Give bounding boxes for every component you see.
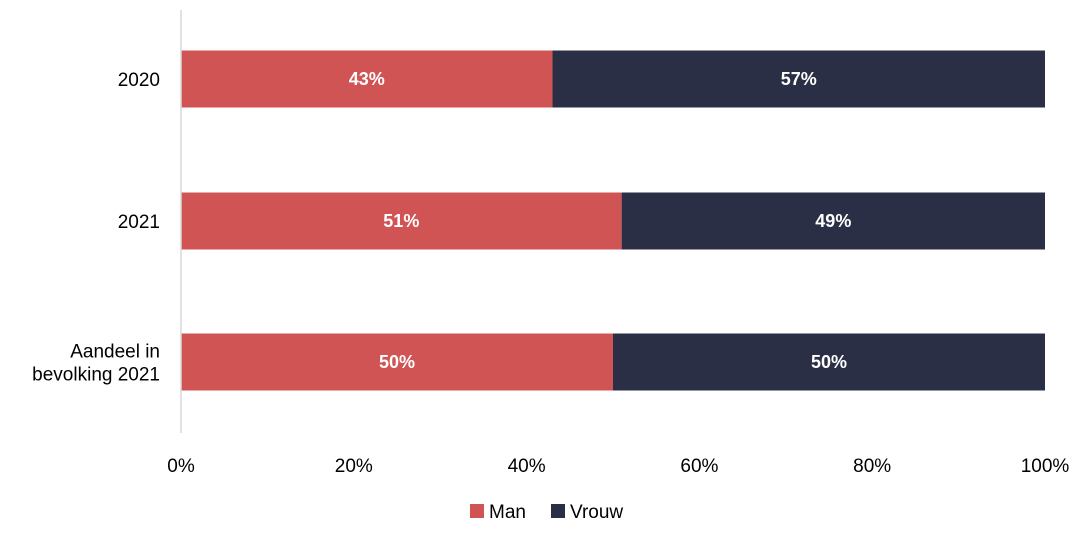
x-tick-label-4: 80% — [853, 456, 891, 477]
bar-vrouw-2 — [613, 333, 1045, 391]
category-label-2-line-0: Aandeel in — [70, 342, 160, 363]
x-tick-label-5: 100% — [1021, 456, 1070, 477]
data-label-vrouw-1: 49% — [815, 211, 851, 231]
data-label-vrouw-2: 50% — [811, 352, 847, 372]
x-tick-label-0: 0% — [167, 456, 195, 477]
data-label-man-0: 43% — [349, 69, 385, 89]
data-label-man-2: 50% — [379, 352, 415, 372]
category-label-2-line-1: bevolking 2021 — [32, 365, 160, 386]
x-tick-label-3: 60% — [680, 456, 718, 477]
x-tick-label-2: 40% — [508, 456, 546, 477]
bar-vrouw-0 — [552, 50, 1045, 108]
legend-swatch-man — [470, 504, 484, 518]
legend-swatch-vrouw — [551, 504, 565, 518]
legend-label-man: Man — [489, 502, 526, 523]
bar-vrouw-1 — [621, 192, 1045, 250]
data-label-vrouw-0: 57% — [781, 69, 817, 89]
bar-man-1 — [181, 192, 622, 250]
data-label-man-1: 51% — [383, 211, 419, 231]
bar-man-2 — [181, 333, 613, 391]
category-label-0: 2020 — [118, 70, 160, 91]
category-label-1: 2021 — [118, 212, 160, 233]
x-tick-label-1: 20% — [335, 456, 373, 477]
bar-man-0 — [181, 50, 553, 108]
legend-label-vrouw: Vrouw — [570, 502, 623, 523]
